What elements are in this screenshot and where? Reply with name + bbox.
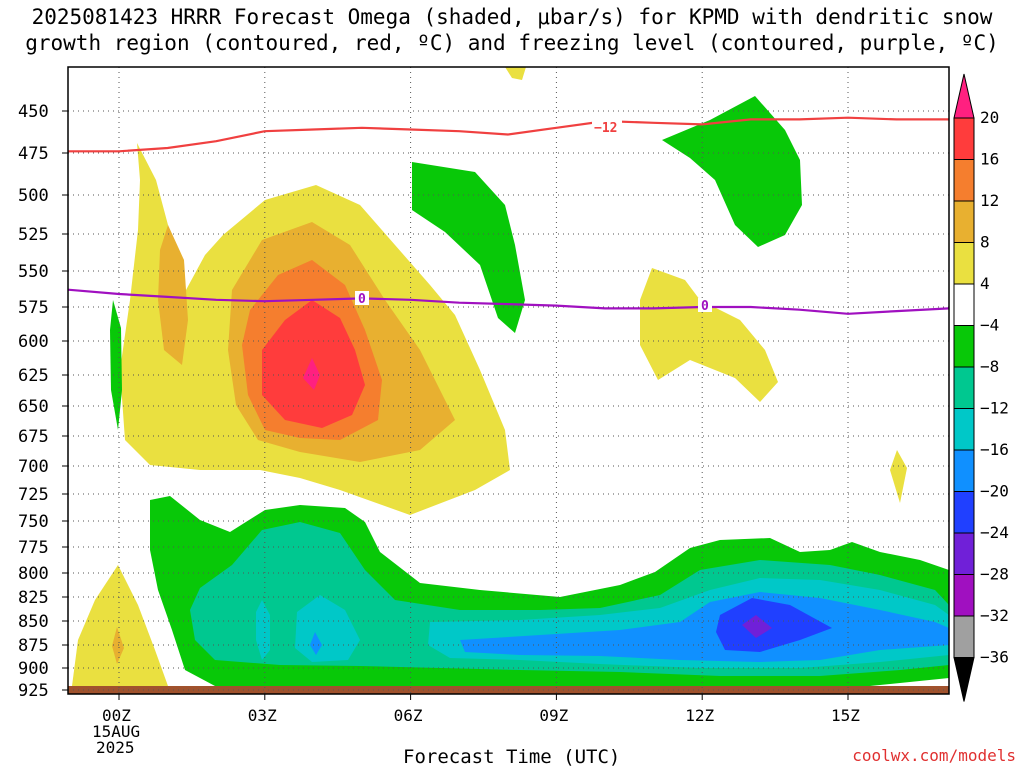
colorbar-label: −32	[980, 606, 1009, 625]
freezing-level-label-2: 0	[701, 299, 709, 314]
colorbar-label: 4	[980, 274, 990, 293]
colorbar-label: −16	[980, 440, 1009, 459]
y-tick-label: 650	[18, 397, 49, 417]
colorbar-label: 16	[980, 150, 999, 169]
y-tick-label: 750	[18, 512, 49, 532]
colorbar-swatch	[953, 200, 975, 243]
colorbar: 20 16 12 8 4 −4 −8 −12 −16 −20 −24 −28 −32 −36	[953, 73, 1009, 702]
y-tick-label: 575	[18, 298, 49, 318]
x-tick-label: 09Z	[539, 706, 568, 725]
freezing-level-contour	[68, 288, 949, 315]
colorbar-swatch	[953, 574, 975, 617]
colorbar-swatch	[953, 242, 975, 285]
omega-region-neg16-main	[460, 592, 949, 662]
omega-region-neg12-left	[256, 600, 270, 660]
colorbar-swatch	[953, 657, 975, 702]
plot-frame	[67, 66, 950, 695]
y-axis: 450 475 500 525 550 575 600 625 650 675 700 725 750 7…	[18, 102, 68, 701]
x-tick-label: 00Z	[102, 706, 131, 725]
site-credit: coolwx.com/models	[852, 746, 1016, 765]
omega-region-pos4-low	[72, 565, 168, 686]
contour-lines	[68, 116, 949, 315]
omega-region-pos8-left	[158, 225, 188, 365]
x-tick-label: 15Z	[831, 706, 860, 725]
colorbar-swatch	[953, 159, 975, 202]
y-tick-label: 700	[18, 457, 49, 477]
freezing-level-label-1: 0	[358, 292, 366, 307]
colorbar-swatch	[953, 283, 975, 326]
y-tick-label: 600	[18, 332, 49, 352]
x-tick-label: 03Z	[248, 706, 277, 725]
colorbar-swatch	[953, 491, 975, 534]
x-axis-label: Forecast Time (UTC)	[403, 746, 621, 768]
x-date-label: 15AUG	[92, 722, 140, 741]
title-line-1: 2025081423 HRRR Forecast Omega (shaded, …	[31, 5, 993, 29]
y-tick-label: 875	[18, 636, 49, 656]
colorbar-label: −28	[980, 565, 1009, 584]
y-tick-label: 725	[18, 485, 49, 505]
colorbar-label: −36	[980, 648, 1009, 667]
y-tick-label: 800	[18, 564, 49, 584]
omega-region-pos4-small	[890, 450, 907, 503]
colorbar-label: −4	[980, 316, 999, 335]
y-tick-label: 450	[18, 102, 49, 122]
y-tick-label: 475	[18, 144, 49, 164]
y-tick-label: 825	[18, 588, 49, 608]
omega-region-pos4-top	[505, 67, 526, 80]
y-tick-label: 925	[18, 681, 49, 701]
y-tick-label: 550	[18, 262, 49, 282]
gridlines	[68, 67, 949, 694]
omega-region-neg20	[716, 598, 832, 652]
contour-labels: −12 0 0	[355, 120, 712, 314]
colorbar-label: −8	[980, 357, 999, 376]
colorbar-label: 12	[980, 191, 999, 210]
chart-title: 2025081423 HRRR Forecast Omega (shaded, …	[0, 4, 1024, 56]
omega-region-pos20	[303, 358, 320, 390]
omega-region-neg24	[742, 615, 772, 638]
title-line-2: growth region (contoured, red, ºC) and f…	[25, 31, 999, 55]
omega-region-pos4-mid	[640, 268, 778, 402]
x-tick-label: 06Z	[394, 706, 423, 725]
y-tick-label: 850	[18, 612, 49, 632]
colorbar-swatch	[953, 325, 975, 368]
x-axis: 00Z 03Z 06Z 09Z 12Z 15Z	[102, 694, 860, 725]
x-year-label: 2025	[96, 738, 135, 757]
omega-region-neg16-small	[310, 632, 322, 655]
colorbar-swatch	[953, 408, 975, 451]
snow-growth-contour	[68, 116, 949, 153]
colorbar-swatch	[953, 449, 975, 492]
y-tick-label: 900	[18, 659, 49, 679]
y-tick-label: 625	[18, 366, 49, 386]
colorbar-swatch	[953, 615, 975, 658]
colorbar-swatch	[953, 366, 975, 409]
y-tick-label: 500	[18, 186, 49, 206]
omega-region-neg4-upper2	[662, 96, 802, 247]
y-tick-label: 525	[18, 225, 49, 245]
colorbar-label: 20	[980, 108, 999, 127]
colorbar-label: 8	[980, 233, 990, 252]
colorbar-label: −24	[980, 523, 1009, 542]
colorbar-swatch	[953, 532, 975, 575]
y-tick-label: 675	[18, 427, 49, 447]
colorbar-swatch	[953, 73, 975, 119]
omega-region-neg4-upper1	[412, 162, 525, 333]
colorbar-label: −20	[980, 482, 1009, 501]
x-tick-label: 12Z	[685, 706, 714, 725]
colorbar-label: −12	[980, 399, 1009, 418]
y-tick-label: 775	[18, 538, 49, 558]
snow-growth-contour-label: −12	[594, 121, 617, 136]
colorbar-swatch	[953, 117, 975, 160]
